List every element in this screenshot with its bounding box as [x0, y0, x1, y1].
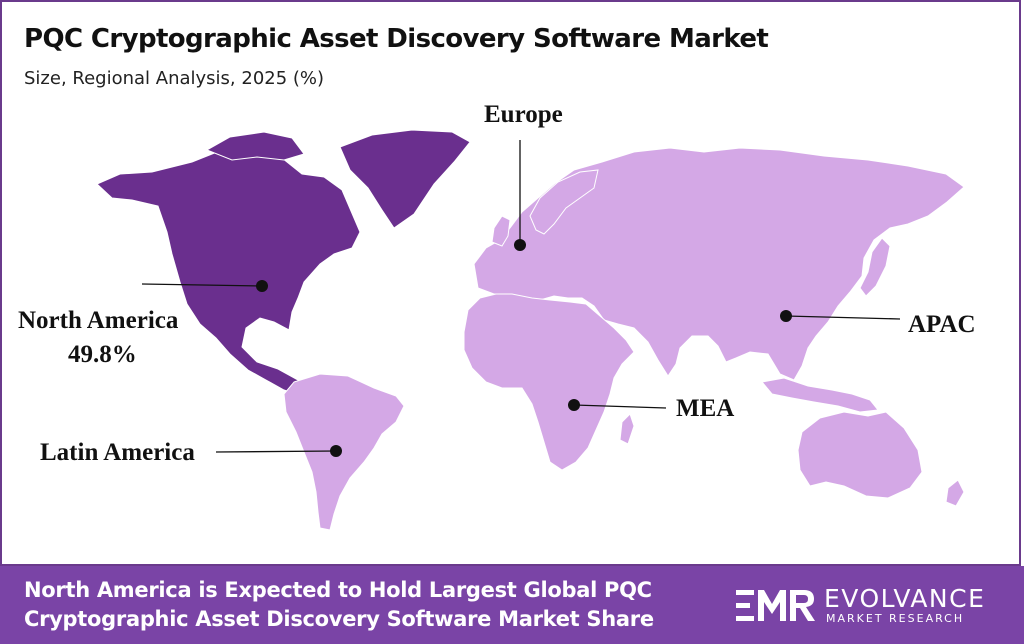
page-title: PQC Cryptographic Asset Discovery Softwa… [24, 24, 769, 54]
apac-leader [785, 315, 901, 320]
logo-tagline: MARKET RESEARCH [826, 612, 965, 625]
latin-america-marker [330, 445, 342, 457]
mea-leader [573, 404, 667, 409]
logo-brand: EVOLVANCE [824, 584, 986, 613]
evolvance-logo: EVOLVANCE MARKET RESEARCH [736, 584, 1006, 628]
region-madagascar [619, 413, 635, 445]
region-europe-asia [473, 147, 965, 381]
region-north-america-arctic [205, 131, 305, 161]
north-america-leader [141, 283, 263, 287]
europe-marker [514, 239, 526, 251]
latin-america-leader [215, 450, 337, 453]
label-latin-america: Latin America [40, 439, 195, 466]
region-uk [491, 215, 511, 247]
label-north-america: North America [18, 307, 179, 334]
footer-banner: North America is Expected to Hold Larges… [0, 566, 1024, 644]
world-map [96, 129, 965, 531]
label-north-america-share: 49.8% [68, 341, 137, 368]
north-america-marker [256, 280, 268, 292]
infographic-frame: PQC Cryptographic Asset Discovery Softwa… [0, 0, 1021, 566]
region-se-asia-islands [761, 377, 879, 413]
label-apac: APAC [908, 311, 976, 338]
label-europe: Europe [484, 101, 563, 128]
region-scandinavia [529, 169, 599, 235]
region-new-zealand [945, 479, 965, 507]
region-north-america [96, 141, 361, 401]
footer-headline: North America is Expected to Hold Larges… [24, 578, 654, 631]
page-subtitle: Size, Regional Analysis, 2025 (%) [24, 68, 325, 89]
apac-marker [780, 310, 792, 322]
emr-logo-icon [736, 590, 815, 621]
region-australia [797, 411, 923, 499]
region-japan [859, 237, 891, 297]
label-mea: MEA [676, 395, 735, 422]
region-greenland [339, 129, 471, 229]
region-latin-america [283, 373, 405, 531]
region-mea [463, 293, 635, 471]
mea-marker [568, 399, 580, 411]
